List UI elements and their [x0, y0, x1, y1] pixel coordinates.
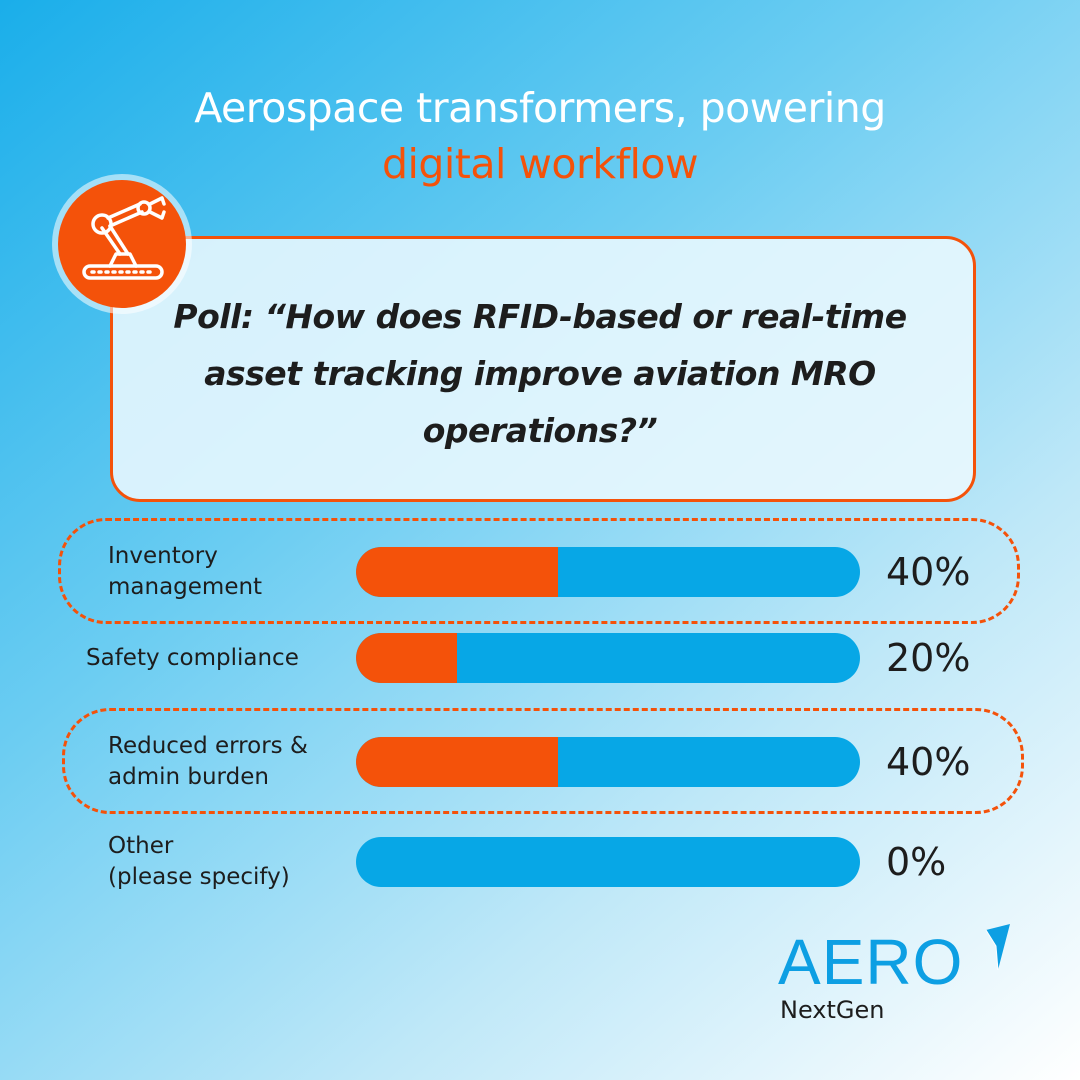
robot-arm-icon	[58, 180, 186, 308]
question-card	[110, 236, 976, 502]
bar-fill	[356, 547, 558, 597]
option-label: Inventory management	[108, 543, 263, 600]
option-label: Other (please specify)	[108, 833, 290, 890]
page-title: Aerospace transformers, powering digital…	[0, 80, 1080, 192]
percent-label: 0%	[886, 840, 947, 884]
option-label: Safety compliance	[86, 644, 299, 671]
percent-label: 20%	[886, 636, 971, 680]
logo-arrow-icon	[985, 924, 1010, 971]
highlight-outline	[58, 518, 1020, 624]
highlight-outline	[62, 708, 1024, 814]
bar-track	[356, 837, 860, 887]
bar-fill	[356, 737, 558, 787]
bar-track	[356, 547, 860, 597]
logo-word: AERO	[778, 926, 964, 998]
logo-subtitle: NextGen	[780, 996, 885, 1024]
aero-nextgen-logo: AERO NextGen	[778, 924, 1018, 1034]
bar-track	[356, 737, 860, 787]
bar-track	[356, 633, 860, 683]
title-line-1: Aerospace transformers, powering	[194, 84, 886, 132]
percent-label: 40%	[886, 550, 971, 594]
bar-fill	[356, 633, 457, 683]
title-line-2: digital workflow	[381, 140, 699, 188]
percent-label: 40%	[886, 740, 971, 784]
poll-question: Poll: “How does RFID-based or real-time …	[173, 297, 907, 450]
option-label: Reduced errors & admin burden	[108, 733, 308, 790]
